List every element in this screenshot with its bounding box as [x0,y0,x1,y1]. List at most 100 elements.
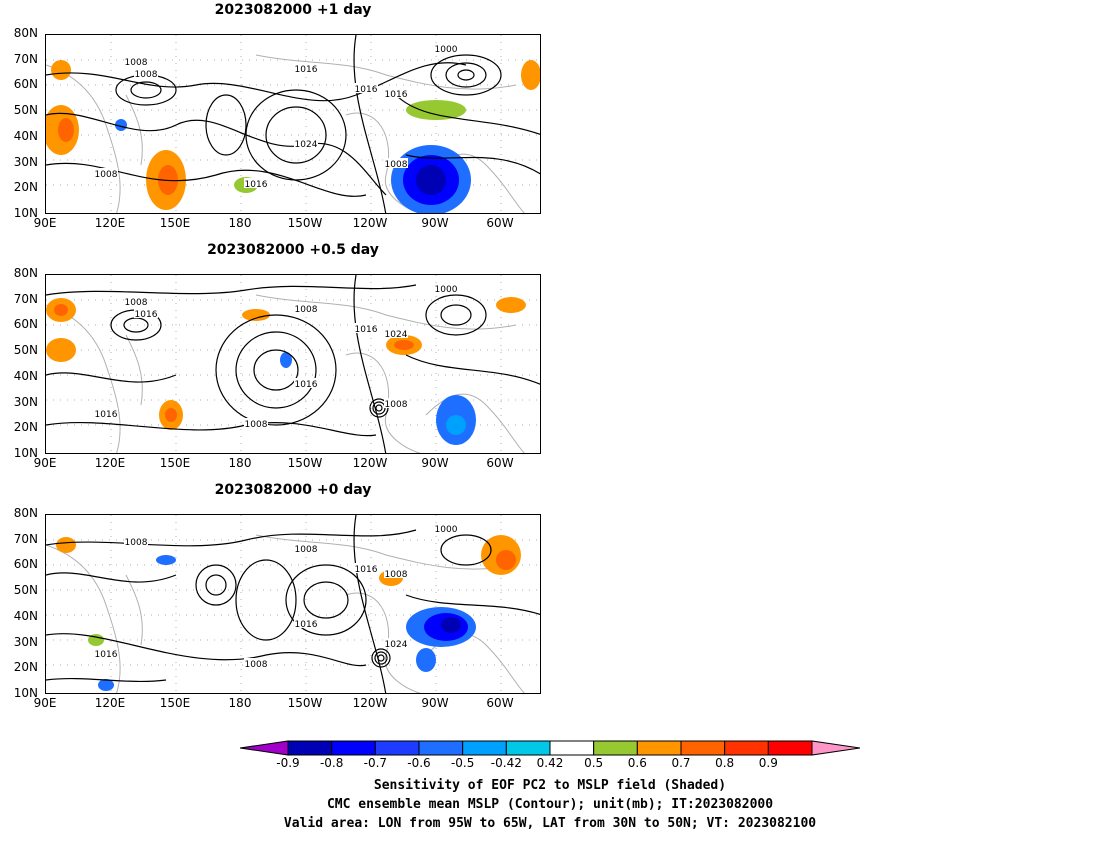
contour-label-bg [124,296,148,306]
contour-value-label: 1016 [355,85,378,95]
map-svg: 1008 1008 1016 1008 1000 1024 1016 1016 1008 1016 [46,275,540,453]
contour-value-label: 1008 [135,70,158,80]
lat-tick-label: 40N [13,128,38,143]
contour-value-label: 1000 [435,525,458,535]
colorbar-tick-label: 0.7 [671,756,691,770]
contour-label-bg [434,283,458,293]
colorbar-segment [331,740,376,756]
colorbar-min-arrow [239,740,289,756]
contour-value-label: 1016 [135,310,158,320]
contour-value-label: 1016 [385,90,408,100]
colorbar-tick-label: 0.8 [715,756,735,770]
colorbar-segment [287,740,333,756]
colorbar-tick-label: 0.6 [627,756,647,770]
map-plot: 1008 1016 1016 1008 1000 1016 1024 1008 1016 1008 [45,34,541,214]
colorbar-segment [724,740,769,756]
caption-line-1: Sensitivity of EOF PC2 to MSLP field (Sh… [373,778,727,793]
contour-label-bg [294,618,318,628]
map-plot: 1008 1008 1016 1008 1000 1024 1016 1016 1008 1016 [45,274,541,454]
panel-title: 2023082000 +1 day [214,2,372,18]
contour-label-bg [94,648,118,658]
colorbar-tick-label: -0.9 [276,756,300,770]
colorbar-ticks: -0.9 -0.8 -0.7 -0.6 -0.5 -0.42 0.42 0.5 0.6 0.7 0.… [240,756,860,770]
contour-label-bg [94,408,118,418]
colorbar-tick-label: -0.7 [363,756,388,770]
contour-label-bg [434,43,458,53]
colorbar-svg [239,740,861,756]
sensitivity-colorbar: -0.9 -0.8 -0.7 -0.6 -0.5 -0.42 0.42 0.5 0.6 0.7 0.… [239,740,861,780]
contour-label-bg [94,168,118,178]
contour-value-label: 1016 [95,410,118,420]
lon-tick-label: 120E [94,216,126,230]
contour-value-label: 1008 [245,420,268,430]
map-svg: 1008 1008 1016 1024 1000 1008 1016 1016 1008 [46,515,540,693]
contour-label-bg [384,638,408,648]
lon-tick-label: 150E [159,696,191,710]
contour-label-bg [134,308,158,318]
colorbar-segment [374,740,420,756]
lon-tick-label: 90W [421,456,449,470]
lon-tick-label: 180 [228,696,252,710]
lat-tick-label: 80N [13,506,38,520]
map-panel-plus-0-5-day: 2023082000 +0.5 day 80N 70N 60N 50N 40N 30N 20… [0,242,560,482]
lon-tick-label: 150E [159,216,191,230]
contour-label-bg [384,328,408,338]
colorbar-tick-label: 0.42 [536,756,564,770]
contour-value-label: 1008 [385,160,408,170]
lon-tick-label: 90E [33,216,57,230]
contour-value-label: 1008 [125,58,148,68]
caption-line-2: CMC ensemble mean MSLP (Contour); unit(m… [326,797,774,812]
contour-value-label: 1024 [385,330,408,340]
contour-value-label: 1000 [435,45,458,55]
lat-tick-label: 30N [13,154,38,169]
contour-label-bg [354,83,378,93]
contour-value-label: 1008 [95,170,118,180]
lat-tick-label: 50N [13,583,38,598]
lon-tick-label: 90W [421,216,449,230]
contour-label-bg [384,568,408,578]
lon-tick-label: 150W [287,456,323,470]
lon-tick-label: 60W [486,216,514,230]
contour-label-bg [134,68,158,78]
contour-value-label: 1016 [95,650,118,660]
colorbar-tick-label: -0.6 [407,756,431,770]
lon-tick-label: 90E [33,456,57,470]
colorbar-segment [418,740,464,756]
lon-tick-label: 120E [94,456,126,470]
contour-value-label: 1008 [295,305,318,315]
colorbar-max-arrow [811,740,861,756]
colorbar-segment [636,740,682,756]
lat-tick-label: 40N [13,608,38,623]
contour-value-label: 1008 [245,660,268,670]
contour-value-label: 1024 [295,140,318,150]
colorbar-tick-label: 0.5 [584,756,604,770]
lon-tick-label: 90W [421,696,449,710]
panel-title: 2023082000 +0.5 day [207,242,379,258]
colorbar-tick-label: -0.8 [319,756,344,770]
caption-line-3: Valid area: LON from 95W to 65W, LAT fro… [283,816,817,831]
contour-label-bg [384,88,408,98]
map-svg: 1008 1016 1016 1008 1000 1016 1024 1008 1016 1008 [46,35,540,213]
contour-label-bg [384,398,408,408]
colorbar-segment [549,740,595,756]
lon-tick-label: 150W [287,696,323,710]
lon-tick-label: 60W [486,696,514,710]
lat-tick-label: 60N [13,557,38,572]
contour-label-bg [294,543,318,553]
lon-tick-label: 180 [228,216,252,230]
lat-tick-label: 80N [13,266,38,280]
colorbar-tick-label: -0.5 [450,756,475,770]
map-panel-plus-1-day: 2023082000 +1 day 80N 70N 60N 50N 40N 30N 20N 1… [0,2,560,242]
panel-title: 2023082000 +0 day [214,482,372,498]
lon-tick-label: 150E [159,456,191,470]
lat-tick-label: 80N [13,26,38,40]
map-panel-plus-0-day: 2023082000 +0 day 80N 70N 60N 50N 40N 30N 20N 1… [0,482,560,722]
mslp-contours [46,35,540,213]
contour-value-label: 1016 [355,565,378,575]
colorbar-tick-label: -0.42 [490,756,522,770]
contour-label-bg [244,418,268,428]
contour-label-bg [124,536,148,546]
colorbar-segment [593,740,638,756]
contour-value-label: 1024 [385,640,408,650]
lat-tick-label: 10N [13,206,38,220]
